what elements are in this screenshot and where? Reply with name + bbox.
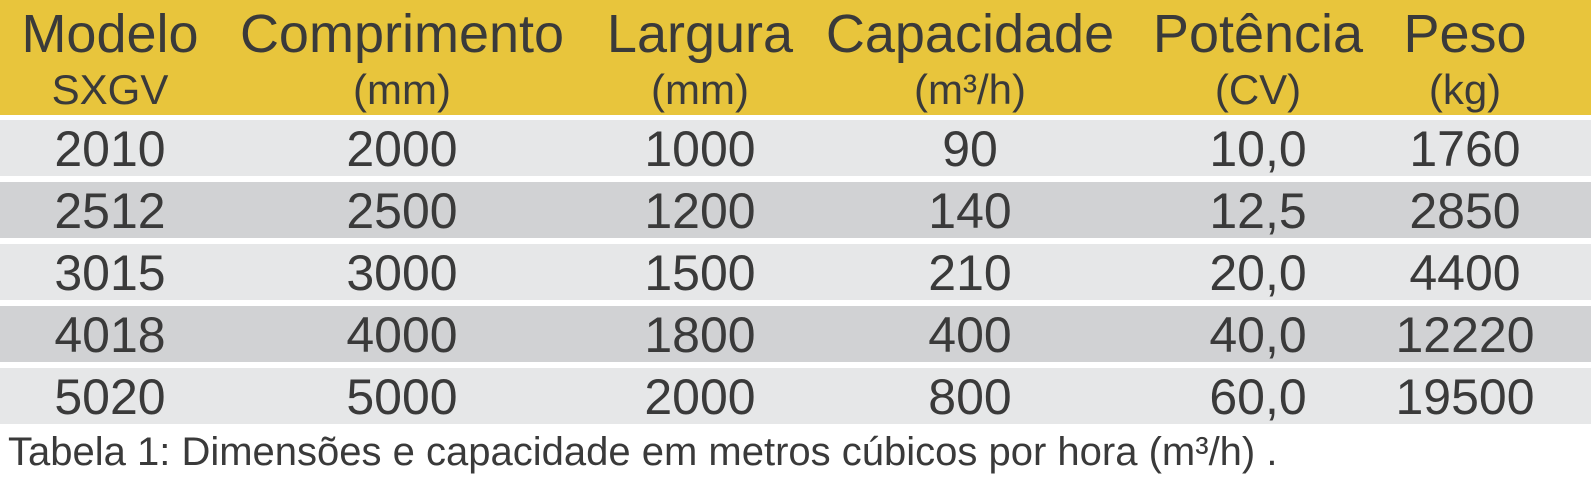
cell: 12,5 (1209, 183, 1306, 239)
column-header: Largura (607, 4, 794, 64)
cell: 4400 (1409, 245, 1520, 301)
cell: 60,0 (1209, 369, 1306, 425)
row-background (0, 182, 1591, 238)
column-unit: (CV) (1215, 66, 1301, 113)
cell: 2850 (1409, 183, 1520, 239)
cell: 1800 (644, 307, 755, 363)
row-background (0, 244, 1591, 300)
cell: 1500 (644, 245, 755, 301)
caption: Tabela 1: Dimensões e capacidade em metr… (8, 430, 1277, 474)
cell: 140 (928, 183, 1011, 239)
cell: 4000 (346, 307, 457, 363)
cell: 19500 (1395, 369, 1534, 425)
cell: 210 (928, 245, 1011, 301)
cell: 4018 (54, 307, 165, 363)
cell: 10,0 (1209, 121, 1306, 177)
cell: 40,0 (1209, 307, 1306, 363)
cell: 90 (942, 121, 998, 177)
cell: 3015 (54, 245, 165, 301)
column-unit: (kg) (1429, 66, 1501, 113)
cell: 3000 (346, 245, 457, 301)
column-unit: (mm) (353, 66, 451, 113)
cell: 12220 (1395, 307, 1534, 363)
column-header: Potência (1153, 4, 1364, 64)
header-background (0, 0, 1591, 115)
cell: 1760 (1409, 121, 1520, 177)
row-background (0, 120, 1591, 176)
cell: 2000 (644, 369, 755, 425)
cell: 2000 (346, 121, 457, 177)
cell: 2512 (54, 183, 165, 239)
row-background (0, 368, 1591, 424)
cell: 20,0 (1209, 245, 1306, 301)
cell: 400 (928, 307, 1011, 363)
column-unit: (m³/h) (914, 66, 1026, 113)
column-unit: (mm) (651, 66, 749, 113)
column-header: Capacidade (826, 4, 1114, 64)
cell: 2500 (346, 183, 457, 239)
cell: 800 (928, 369, 1011, 425)
column-header: Comprimento (240, 4, 564, 64)
column-header: Modelo (21, 4, 198, 64)
cell: 1000 (644, 121, 755, 177)
column-unit: SXGV (52, 66, 169, 113)
cell: 5000 (346, 369, 457, 425)
row-background (0, 306, 1591, 362)
column-header: Peso (1403, 4, 1526, 64)
cell: 2010 (54, 121, 165, 177)
cell: 1200 (644, 183, 755, 239)
cell: 5020 (54, 369, 165, 425)
